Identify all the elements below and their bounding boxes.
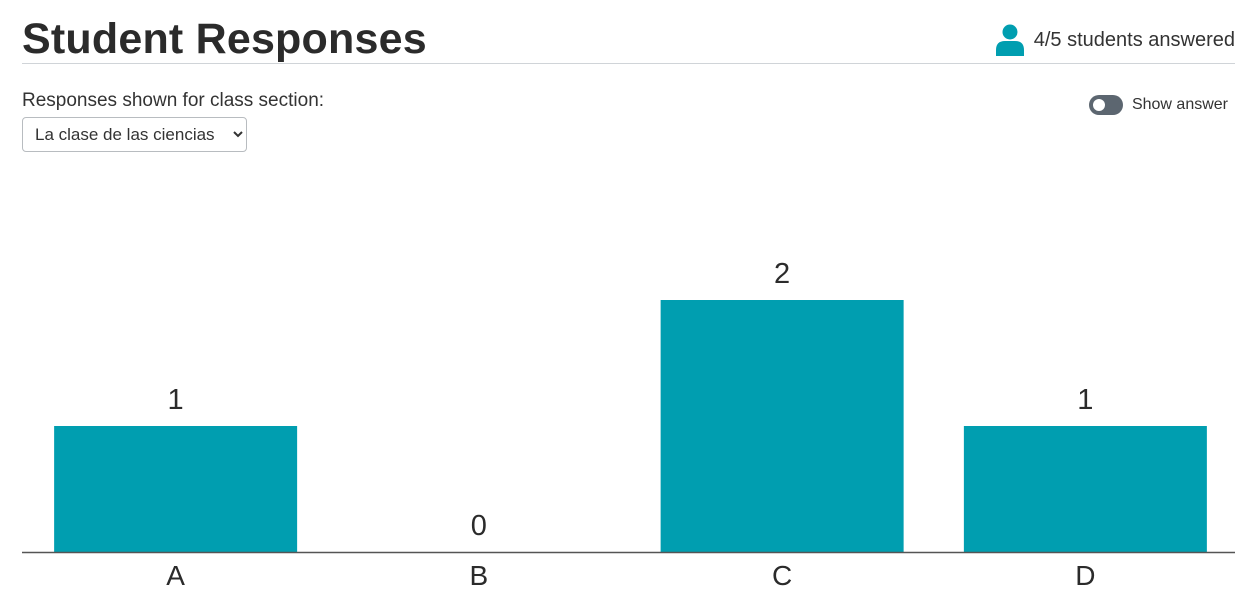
bar-d [963, 426, 1207, 552]
show-answer-label: Show answer [1131, 96, 1228, 113]
tick-label-c: C [772, 560, 792, 591]
bar-c [660, 300, 904, 552]
section-label: Responses shown for class section: [22, 90, 325, 111]
header: Student Responses 4/5 students answered [22, 8, 1235, 64]
answered-count: 4/5 students answered [995, 24, 1235, 56]
data-label-a: 1 [168, 384, 184, 416]
show-answer-toggle[interactable]: Show answer [1088, 95, 1228, 115]
tick-label-d: D [1075, 560, 1095, 591]
page-title: Student Responses [22, 15, 427, 63]
data-label-c: 2 [774, 258, 790, 290]
answered-text: 4/5 students answered [1033, 28, 1235, 51]
toggle-knob [1092, 99, 1105, 111]
tick-label-a: A [166, 560, 185, 591]
tick-label-b: B [470, 560, 489, 591]
class-section-select[interactable]: La clase de las ciencias [22, 117, 247, 152]
bar-a [54, 426, 298, 552]
data-label-d: 1 [1077, 384, 1093, 416]
person-icon [995, 24, 1024, 56]
toggle-switch[interactable] [1088, 95, 1123, 115]
data-label-b: 0 [471, 510, 487, 542]
